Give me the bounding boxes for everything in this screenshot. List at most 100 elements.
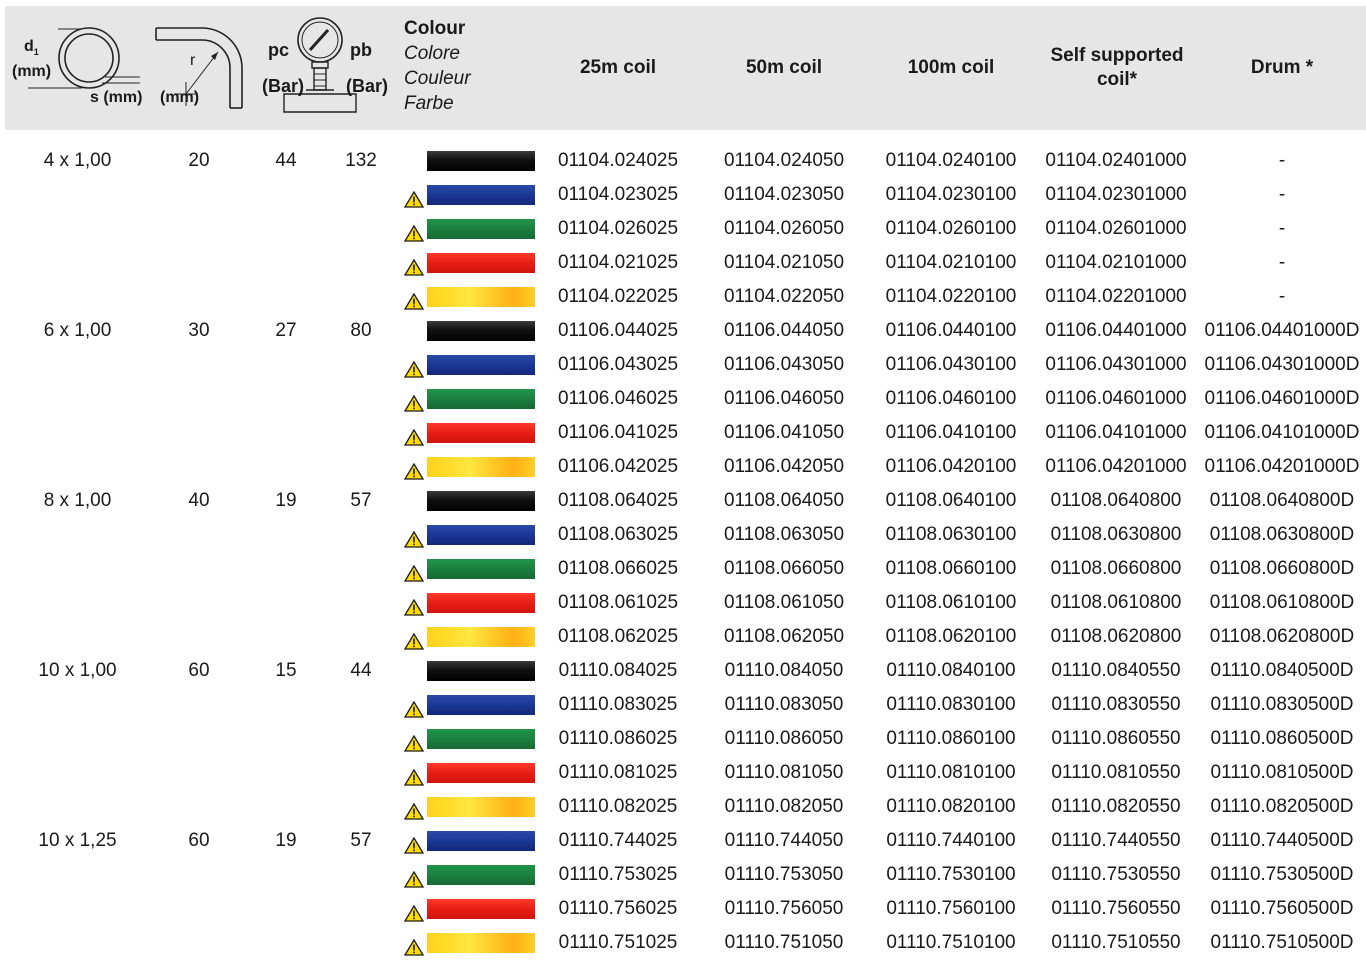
code-self-supported-cell: 01110.0810550: [1051, 762, 1181, 783]
code-self-supported-cell: 01110.7560550: [1051, 898, 1181, 919]
code-self-supported-cell: 01110.0820550: [1051, 796, 1181, 817]
pb-cell: 44: [350, 660, 372, 681]
colour-swatch-blue: [427, 185, 535, 205]
size-cell: [0, 246, 155, 280]
code-self-supported-cell: 01110.7440550: [1051, 830, 1181, 851]
size-cell: [0, 926, 155, 960]
code-self-supported-cell: 01110.0830550: [1051, 694, 1181, 715]
warning-triangle-icon: [404, 858, 426, 892]
code-100m-cell: 01106.0440100: [885, 320, 1017, 341]
header-50m-coil: 50m coil: [745, 57, 823, 78]
colour-swatch-red: [427, 593, 535, 613]
code-50m-cell: 01108.061050: [723, 592, 845, 613]
code-100m-cell: 01110.0830100: [886, 694, 1016, 715]
size-cell: [0, 178, 155, 212]
code-25m-cell: 01106.043025: [557, 354, 679, 375]
code-drum-cell: -: [1278, 286, 1286, 307]
code-25m-cell: 01108.061025: [557, 592, 679, 613]
code-self-supported-cell: 01110.7530550: [1051, 864, 1181, 885]
code-self-supported-cell: 01106.04201000: [1045, 456, 1187, 477]
code-self-supported-cell: 01108.0630800: [1050, 524, 1182, 545]
code-100m-cell: 01110.7440100: [886, 830, 1016, 851]
size-cell: [0, 858, 155, 892]
pb-cell: [326, 212, 396, 246]
code-100m-cell: 01108.0660100: [885, 558, 1017, 579]
code-50m-cell: 01110.082050: [724, 796, 844, 817]
code-25m-cell: 01104.023025: [557, 184, 679, 205]
colour-it: Colore: [404, 43, 460, 64]
table-row: 01110.083025 01110.083050 01110.0830100 011…: [0, 688, 1366, 722]
colour-swatch-red: [427, 899, 535, 919]
code-drum-cell: 01106.04101000D: [1204, 422, 1360, 443]
code-drum-cell: 01110.7510500D: [1210, 932, 1354, 953]
bend-radius-cell: [160, 722, 238, 756]
code-50m-cell: 01110.081050: [724, 762, 844, 783]
table-row: 01110.086025 01110.086050 01110.0860100 011…: [0, 722, 1366, 756]
code-drum-cell: 01110.7530500D: [1210, 864, 1354, 885]
code-50m-cell: 01106.044050: [723, 320, 845, 341]
code-self-supported-cell: 01106.04401000: [1045, 320, 1187, 341]
code-100m-cell: 01106.0420100: [885, 456, 1017, 477]
pb-cell: [326, 382, 396, 416]
pb-cell: [326, 688, 396, 722]
pb-cell: [326, 892, 396, 926]
code-50m-cell: 01110.083050: [724, 694, 844, 715]
size-cell: [0, 552, 155, 586]
code-50m-cell: 01106.046050: [723, 388, 845, 409]
size-cell: 4 x 1,00: [43, 150, 112, 171]
colour-heading: Colour Colore Couleur Farbe: [404, 16, 471, 116]
bend-radius-cell: [160, 450, 238, 484]
colour-de: Farbe: [404, 93, 454, 114]
code-25m-cell: 01104.024025: [557, 150, 679, 171]
code-drum-cell: 01110.0810500D: [1210, 762, 1354, 783]
pc-cell: [250, 586, 322, 620]
table-row: 01104.023025 01104.023050 01104.0230100 011…: [0, 178, 1366, 212]
warning-triangle-icon: [404, 586, 426, 620]
size-cell: [0, 586, 155, 620]
code-50m-cell: 01108.064050: [723, 490, 845, 511]
code-self-supported-cell: 01108.0640800: [1050, 490, 1182, 511]
code-50m-cell: 01110.753050: [724, 864, 844, 885]
code-25m-cell: 01110.756025: [558, 898, 678, 919]
code-drum-cell: -: [1278, 252, 1286, 273]
code-50m-cell: 01110.756050: [724, 898, 844, 919]
table-row: 01110.751025 01110.751050 01110.7510100 011…: [0, 926, 1366, 960]
code-drum-cell: 01106.04301000D: [1204, 354, 1360, 375]
pc-cell: [250, 280, 322, 314]
code-25m-cell: 01104.026025: [557, 218, 679, 239]
bend-radius-cell: [160, 348, 238, 382]
pc-cell: 19: [275, 830, 297, 851]
size-cell: [0, 756, 155, 790]
warning-triangle-icon: [404, 824, 426, 858]
pc-unit: (Bar): [262, 76, 305, 96]
table-row: 01110.753025 01110.753050 01110.7530100 011…: [0, 858, 1366, 892]
code-50m-cell: 01104.026050: [723, 218, 845, 239]
code-drum-cell: 01110.7440500D: [1210, 830, 1354, 851]
warning-triangle-icon: [404, 280, 426, 314]
colour-swatch-blue: [427, 831, 535, 851]
code-25m-cell: 01108.064025: [557, 490, 679, 511]
bend-radius-cell: 40: [188, 490, 210, 511]
pc-cell: [250, 348, 322, 382]
code-25m-cell: 01106.042025: [557, 456, 679, 477]
code-drum-cell: 01108.0630800D: [1209, 524, 1355, 545]
bend-radius-cell: [160, 552, 238, 586]
table-row: 4 x 1,00 20 44 132 01104.024025 01104.024050 0…: [0, 144, 1366, 178]
pc-cell: [250, 892, 322, 926]
table-row: 01108.062025 01108.062050 01108.0620100 011…: [0, 620, 1366, 654]
warning-triangle-icon: [404, 926, 426, 960]
colour-swatch-blue: [427, 525, 535, 545]
code-self-supported-cell: 01110.0840550: [1051, 660, 1181, 681]
code-drum-cell: 01108.0620800D: [1209, 626, 1355, 647]
table-row: 01110.756025 01110.756050 01110.7560100 011…: [0, 892, 1366, 926]
code-25m-cell: 01110.084025: [558, 660, 678, 681]
warning-triangle-icon: [404, 892, 426, 926]
table-row: 8 x 1,00 40 19 57 01108.064025 01108.064050 01…: [0, 484, 1366, 518]
size-cell: [0, 722, 155, 756]
code-100m-cell: 01110.7530100: [886, 864, 1016, 885]
code-100m-cell: 01108.0630100: [885, 524, 1017, 545]
pb-cell: [326, 178, 396, 212]
r-unit: (mm): [160, 89, 200, 106]
code-100m-cell: 01110.7510100: [886, 932, 1016, 953]
s-label: s (mm): [90, 89, 143, 106]
